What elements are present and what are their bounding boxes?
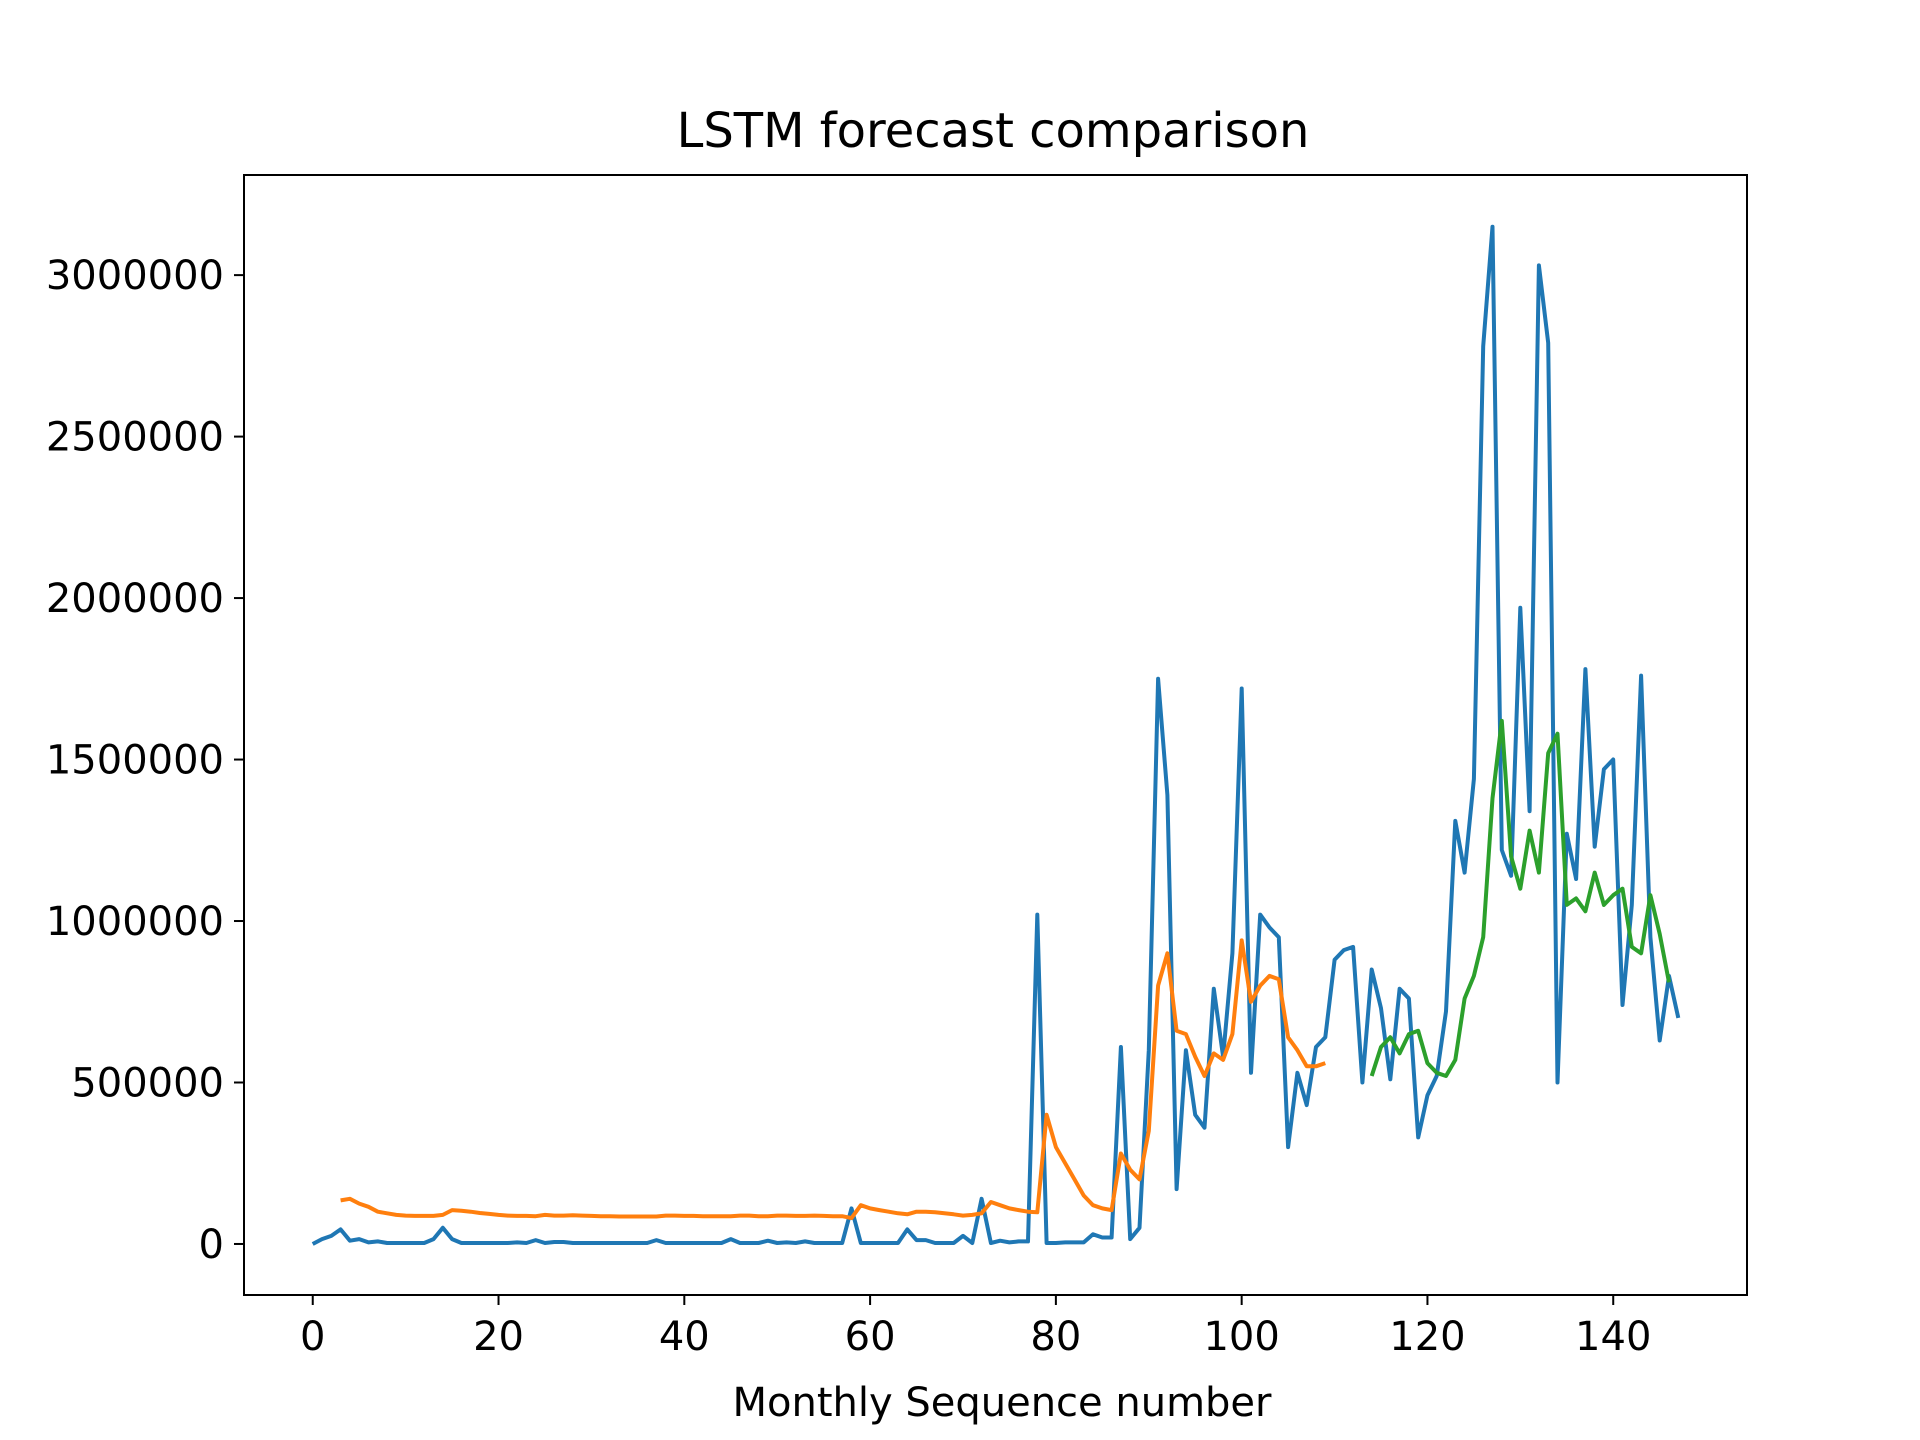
x-tick-label: 120 xyxy=(1389,1314,1465,1360)
x-tick-label: 140 xyxy=(1575,1314,1651,1360)
y-tick-label: 1500000 xyxy=(46,738,224,784)
plot-area xyxy=(311,224,1681,1246)
series-line-3 xyxy=(1369,718,1671,1078)
x-tick-label: 0 xyxy=(300,1314,325,1360)
y-tick-label: 2000000 xyxy=(46,576,224,622)
x-tick-label: 100 xyxy=(1203,1314,1279,1360)
y-tick-label: 500000 xyxy=(71,1060,224,1106)
x-tick-label: 40 xyxy=(659,1314,710,1360)
y-tick-label: 3000000 xyxy=(46,253,224,299)
chart-title: LSTM forecast comparison xyxy=(677,103,1310,159)
x-tick-label: 60 xyxy=(845,1314,896,1360)
axes-frame xyxy=(243,174,1748,1296)
x-tick-label: 80 xyxy=(1030,1314,1081,1360)
series-line-2 xyxy=(340,938,1326,1221)
series-line-1 xyxy=(311,224,1681,1246)
y-tick-label: 2500000 xyxy=(46,415,224,461)
x-tick-label: 20 xyxy=(473,1314,524,1360)
y-axis: 0 500000 1000000 1500000 2000000 2500000 30000… xyxy=(46,253,244,1268)
x-axis: 0 20 40 60 80 100 120 140 xyxy=(300,1295,1651,1360)
y-tick-label: 1000000 xyxy=(46,899,224,945)
x-axis-label: Monthly Sequence number xyxy=(732,1380,1272,1426)
y-tick-label: 0 xyxy=(199,1222,224,1268)
